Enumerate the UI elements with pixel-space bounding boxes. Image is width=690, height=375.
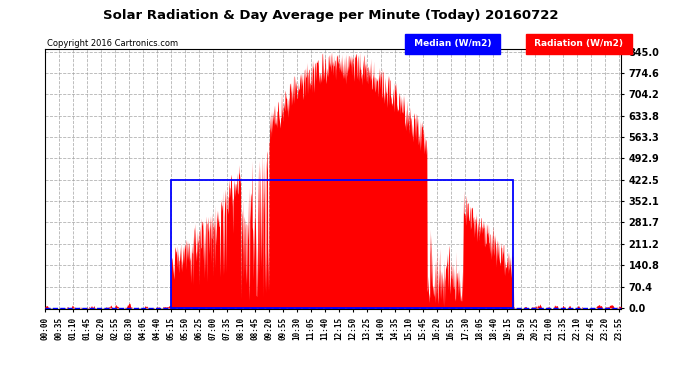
Text: Copyright 2016 Cartronics.com: Copyright 2016 Cartronics.com: [47, 39, 178, 48]
Bar: [171, 180, 513, 308]
Text: Solar Radiation & Day Average per Minute (Today) 20160722: Solar Radiation & Day Average per Minute…: [104, 9, 559, 22]
Text: Radiation (W/m2): Radiation (W/m2): [531, 39, 627, 48]
Text: Median (W/m2): Median (W/m2): [411, 39, 494, 48]
